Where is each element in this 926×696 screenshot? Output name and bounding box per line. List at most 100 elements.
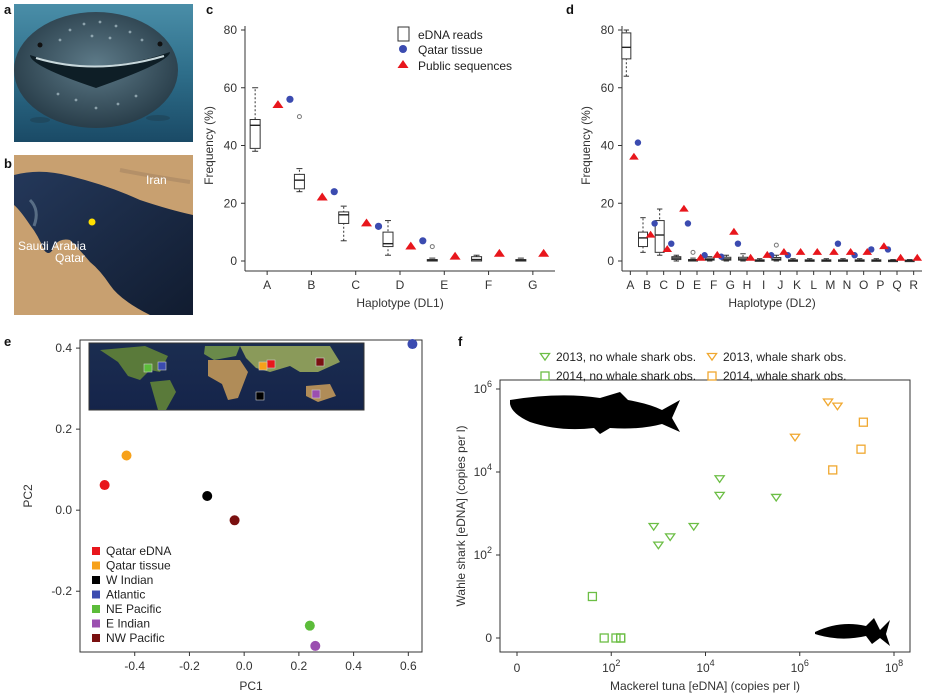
y-axis-label: Frequency (%)	[202, 106, 216, 185]
legend-label-2013-whale-shark-obs-: 2013, whale shark obs.	[723, 350, 846, 364]
map-label-saudi-arabia: Saudi Arabia	[18, 239, 86, 253]
public-sequence-point-B	[645, 230, 656, 238]
x-tick-label-F: F	[485, 278, 492, 292]
legend-swatch-nw-pacific	[92, 634, 100, 642]
x-axis-label: Mackerel tuna [eDNA] (copies per l)	[610, 679, 800, 693]
whale-shark-photo	[14, 4, 193, 142]
qatar-tissue-point-D	[684, 220, 692, 227]
whale-shark-silhouette	[510, 392, 680, 434]
public-sequence-point-G	[729, 227, 739, 235]
y-tick-label: 20	[224, 196, 238, 210]
y-axis-label: Wahle shark [eDNA] (copies per l)	[454, 426, 468, 607]
qatar-tissue-point-B	[651, 220, 658, 227]
box-outlier	[690, 249, 696, 255]
legend-swatch-2013-no-whale-shark-obs-	[539, 352, 551, 362]
x-tick-label-R: R	[909, 278, 918, 292]
box-B	[638, 231, 648, 248]
point-2013-no-whale-shark-obs-	[664, 533, 676, 542]
x-tick-label-C: C	[351, 278, 360, 292]
point-2013-no-whale-shark-obs-	[647, 522, 660, 532]
box-outlier	[296, 114, 302, 120]
box-D	[382, 231, 394, 248]
map-label-saudi: Saudi Arabia	[18, 239, 86, 253]
qatar-tissue-point-B	[330, 188, 338, 196]
public-sequence-point-C	[662, 245, 673, 253]
y-axis-label: PC2	[21, 484, 35, 508]
public-sequence-point-D	[405, 241, 417, 250]
public-sequence-point-H	[745, 253, 756, 261]
point-2013-whale-shark-obs-	[789, 433, 801, 443]
legend-swatch-ne-pacific	[92, 605, 100, 613]
qatar-tissue-point-D	[419, 237, 427, 245]
y-tick-label: -0.2	[51, 584, 72, 598]
map-label-iran: Iran	[146, 173, 167, 187]
y-tick-label: 60	[224, 81, 238, 95]
public-sequence-point-J	[779, 248, 789, 255]
x-tick-label-N: N	[843, 278, 852, 292]
inset-marker-nw-pacific	[315, 357, 325, 367]
legend-label-e-indian: E Indian	[106, 617, 150, 631]
legend-label-2014-no-whale-shark-obs-: 2014, no whale shark obs.	[556, 369, 696, 383]
legend-swatch-2014-no-whale-shark-obs-	[540, 371, 550, 381]
x-tick-label: 104	[696, 658, 714, 675]
tuna-silhouette	[815, 618, 890, 646]
pca-point-e-indian	[310, 640, 321, 651]
public-sequence-point-G	[538, 248, 550, 257]
x-tick-label-K: K	[793, 278, 801, 292]
y-tick-label: 0	[485, 631, 492, 645]
x-tick-label-F: F	[710, 278, 717, 292]
point-2014-whale-shark-obs-	[856, 444, 866, 454]
qatar-tissue-point-O	[868, 246, 875, 253]
y-tick-label: 0.4	[55, 341, 72, 355]
pca-point-atlantic	[407, 339, 418, 350]
panel-label-e: e	[4, 334, 11, 349]
point-2014-no-whale-shark-obs-	[599, 633, 609, 643]
x-tick-label: 0.4	[345, 659, 362, 673]
inset-marker-qatar-edna	[266, 359, 276, 369]
y-tick-label: 0	[607, 254, 614, 268]
qatar-tissue-point-C	[668, 240, 675, 247]
box-B	[293, 173, 305, 190]
public-sequence-point-P	[879, 242, 889, 250]
point-2013-no-whale-shark-obs-	[713, 491, 726, 501]
box-F	[471, 256, 483, 262]
x-tick-label-E: E	[693, 278, 701, 292]
x-tick-label-E: E	[440, 278, 448, 292]
pca-point-qatar-edna	[99, 480, 110, 491]
x-tick-label-D: D	[396, 278, 405, 292]
y-tick-label: 20	[601, 196, 615, 210]
x-tick-label: 0.6	[400, 659, 417, 673]
x-tick-label-G: G	[726, 278, 735, 292]
qatar-tissue-point-C	[374, 222, 383, 230]
point-2014-whale-shark-obs-	[858, 417, 869, 427]
legend-swatch-atlantic	[92, 590, 100, 599]
box-C	[654, 220, 665, 253]
legend-label-public-sequences: Public sequences	[418, 59, 512, 73]
x-tick-label: 106	[791, 658, 809, 675]
x-tick-label-G: G	[528, 278, 537, 292]
x-axis-label: Haplotype (DL2)	[728, 296, 815, 310]
point-2013-no-whale-shark-obs-	[687, 522, 700, 532]
x-axis-label: PC1	[239, 679, 263, 693]
x-tick-label-I: I	[762, 278, 765, 292]
public-sequence-point-L	[812, 248, 823, 255]
panel-label-d: d	[566, 2, 574, 17]
legend-label-2014-whale-shark-obs-: 2014, whale shark obs.	[723, 369, 846, 383]
qatar-tissue-point-A	[634, 139, 642, 146]
gulf-water	[14, 171, 193, 315]
chart-c-haplotype-dl1: 0 20 40 60 80 A B C D E F G Haplotype (DL1) Frequency…	[202, 23, 555, 310]
y-axis-label: Frequency (%)	[579, 106, 593, 185]
legend-triangle-swatch	[397, 60, 409, 68]
x-axis-label: Haplotype (DL1)	[356, 296, 443, 310]
public-sequence-point-F	[712, 250, 723, 258]
point-2013-whale-shark-obs-	[822, 398, 834, 407]
panel-label-a: a	[4, 2, 12, 17]
x-tick-label: 0.2	[291, 659, 308, 673]
panel-label-c: c	[206, 2, 213, 17]
public-sequence-point-M	[829, 248, 839, 255]
legend-label-qatar-edna: Qatar eDNA	[106, 544, 171, 558]
legend-label-2013-no-whale-shark-obs-: 2013, no whale shark obs.	[556, 350, 696, 364]
